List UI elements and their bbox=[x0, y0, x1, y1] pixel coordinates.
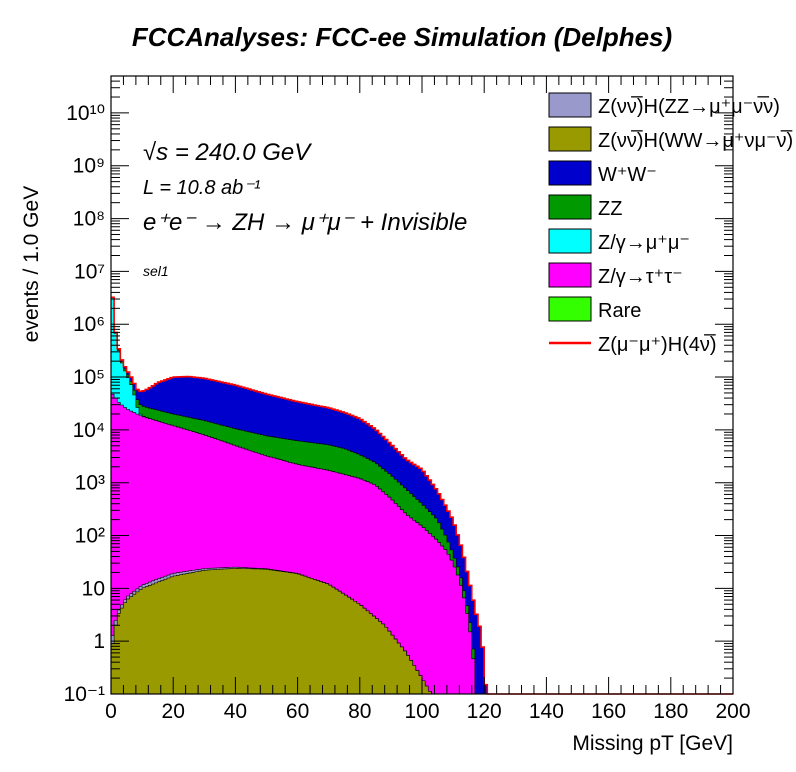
x-tick-label: 20 bbox=[162, 700, 185, 723]
legend-entry: Z(νν̅)H(ZZ→μ⁺μ⁻ν̅ν) bbox=[548, 92, 780, 118]
legend-swatch bbox=[548, 194, 592, 220]
selection-label: sel1 bbox=[143, 263, 169, 279]
x-tick-label: 60 bbox=[286, 700, 309, 723]
y-tick-label: 10⁻¹ bbox=[64, 683, 105, 706]
legend-label: ZZ bbox=[598, 198, 622, 220]
y-tick-label: 10⁵ bbox=[73, 366, 105, 389]
legend-entry: Z(νν̅)H(WW→μ⁺νμ⁻ν̅) bbox=[548, 126, 793, 152]
y-tick-label: 10¹⁰ bbox=[66, 102, 105, 125]
y-tick-label: 10⁷ bbox=[74, 260, 105, 283]
y-tick-label: 10 bbox=[82, 577, 105, 600]
legend-swatch bbox=[548, 92, 592, 118]
x-tick-label: 180 bbox=[653, 700, 688, 723]
y-tick-label: 10⁴ bbox=[73, 419, 105, 442]
legend-entry: W⁺W⁻ bbox=[548, 160, 657, 186]
legend-swatch bbox=[548, 296, 592, 322]
legend-label: Z(μ⁻μ⁺)H(4ν̅) bbox=[598, 333, 717, 356]
legend: Z(νν̅)H(ZZ→μ⁺μ⁻ν̅ν) Z(νν̅)H(WW→μ⁺νμ⁻ν̅) W⁺… bbox=[548, 92, 793, 356]
legend-swatch bbox=[548, 126, 592, 152]
x-tick-label: 120 bbox=[467, 700, 502, 723]
legend-swatch bbox=[548, 160, 592, 186]
x-tick-label: 0 bbox=[105, 700, 117, 723]
y-tick-label: 10² bbox=[75, 525, 105, 548]
y-tick-label: 10³ bbox=[75, 472, 105, 495]
y-tick-label: 10⁶ bbox=[73, 313, 105, 336]
legend-swatch bbox=[548, 262, 592, 288]
x-tick-label: 200 bbox=[715, 700, 750, 723]
x-tick-label: 80 bbox=[348, 700, 371, 723]
y-tick-label: 1 bbox=[93, 630, 105, 653]
legend-label: Z/γ→μ⁺μ⁻ bbox=[598, 232, 690, 254]
process-label: e⁺e⁻ → ZH → μ⁺μ⁻ + Invisible bbox=[143, 209, 467, 236]
x-tick-label: 160 bbox=[591, 700, 626, 723]
x-tick-label: 140 bbox=[529, 700, 564, 723]
x-axis-title: Missing pT [GeV] bbox=[572, 732, 733, 755]
legend-label: W⁺W⁻ bbox=[598, 164, 657, 186]
luminosity-label: L = 10.8 ab⁻¹ bbox=[143, 177, 261, 199]
legend-entry: Z(μ⁻μ⁺)H(4ν̅) bbox=[549, 333, 717, 356]
x-tick-label: 100 bbox=[404, 700, 439, 723]
y-tick-label: 10⁹ bbox=[73, 155, 105, 178]
legend-entry: Rare bbox=[548, 296, 641, 322]
legend-label: Rare bbox=[598, 300, 641, 322]
stacked-histograms bbox=[110, 296, 733, 695]
legend-entry: Z/γ→τ⁺τ⁻ bbox=[548, 262, 683, 288]
plot-title: FCCAnalyses: FCC-ee Simulation (Delphes) bbox=[132, 22, 672, 52]
y-tick-label: 10⁸ bbox=[73, 208, 105, 231]
legend-label: Z/γ→τ⁺τ⁻ bbox=[598, 266, 683, 288]
x-tick-label: 40 bbox=[224, 700, 247, 723]
energy-label: √s = 240.0 GeV bbox=[143, 139, 312, 166]
legend-entry: Z/γ→μ⁺μ⁻ bbox=[548, 228, 690, 254]
y-axis-title: events / 1.0 GeV bbox=[20, 186, 43, 342]
legend-label: Z(νν̅)H(WW→μ⁺νμ⁻ν̅) bbox=[598, 129, 793, 152]
legend-label: Z(νν̅)H(ZZ→μ⁺μ⁻ν̅ν) bbox=[598, 95, 780, 118]
legend-swatch bbox=[548, 228, 592, 254]
legend-entry: ZZ bbox=[548, 194, 622, 220]
axes: 0 20 40 60 80 100 120 140 160 180 200 10⁻¹ 1 10 10² 10³… bbox=[64, 75, 751, 723]
